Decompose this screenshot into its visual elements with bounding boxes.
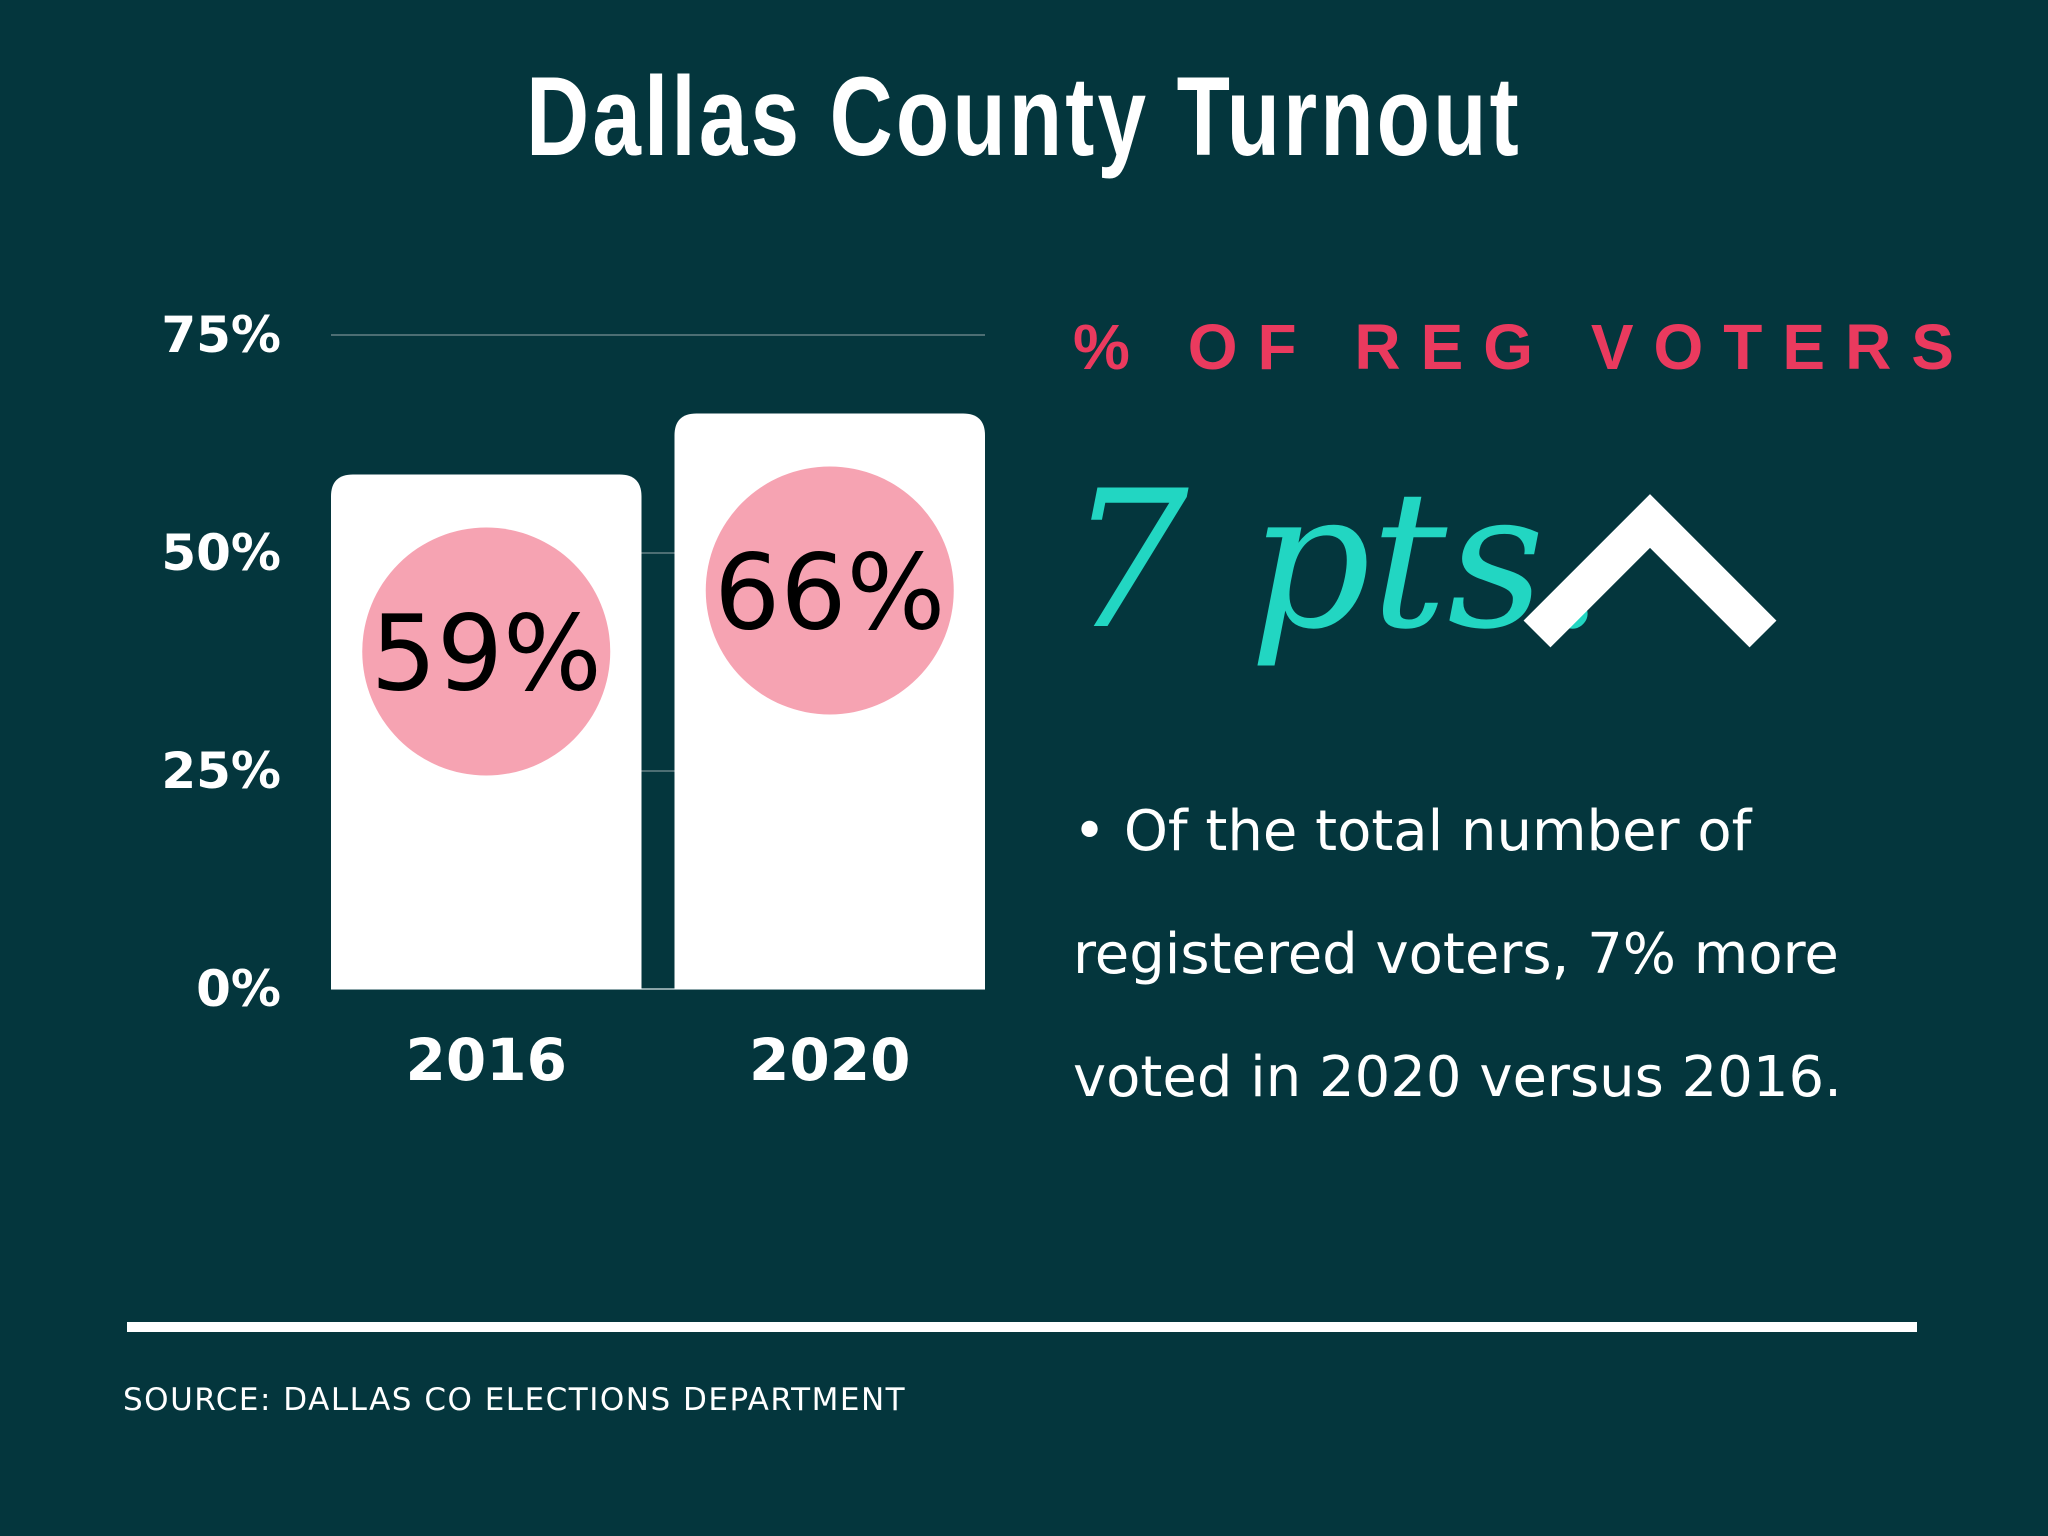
change-highlight: 7 pts. xyxy=(1068,450,1606,671)
y-tick-label: 0% xyxy=(196,960,281,1018)
divider xyxy=(127,1322,1917,1332)
y-tick-label: 75% xyxy=(161,306,281,364)
source-text: SOURCE: DALLAS CO ELECTIONS DEPARTMENT xyxy=(123,1382,907,1418)
x-tick-label: 2020 xyxy=(749,1026,910,1094)
page-title: Dallas County Turnout xyxy=(526,54,1522,179)
description-text: • Of the total number of registered vote… xyxy=(1073,799,1842,1110)
data-label: 59% xyxy=(371,593,602,715)
data-label: 66% xyxy=(714,531,945,653)
chart-subtitle: % OF REG VOTERS xyxy=(1073,311,1974,383)
y-tick-label: 50% xyxy=(161,524,281,582)
y-tick-label: 25% xyxy=(161,742,281,800)
data-label-circle xyxy=(705,466,954,715)
data-label-circle xyxy=(362,527,611,776)
x-tick-label: 2016 xyxy=(406,1026,567,1094)
